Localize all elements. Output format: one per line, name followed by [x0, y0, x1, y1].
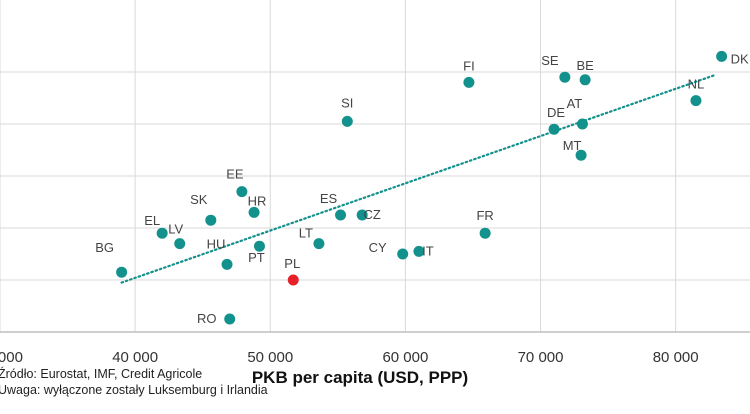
point-dk [716, 50, 728, 62]
point-label-cy: CY [369, 240, 387, 255]
exclusion-note: Uwaga: wyłączone zostały Luksemburg i Ir… [0, 383, 268, 397]
point-nl [690, 95, 702, 107]
point-mt [575, 149, 587, 161]
x-tick-label: 50 000 [247, 349, 293, 366]
point-lv [174, 238, 186, 250]
point-se [559, 71, 571, 83]
x-tick-label: 70 000 [518, 349, 564, 366]
point-label-lt: LT [299, 226, 313, 241]
point-it [413, 245, 425, 257]
point-ee [236, 186, 248, 198]
point-label-fi: FI [463, 58, 475, 73]
point-label-de: DE [547, 105, 565, 120]
x-tick-layer: 30 000 40 000 50 000 60 000 70 000 80 000 [0, 349, 699, 366]
point-label-hu: HU [207, 236, 226, 251]
trend-layer [120, 73, 718, 284]
point-be [579, 74, 591, 86]
point-label-sk: SK [190, 192, 208, 207]
point-es [335, 209, 347, 221]
x-tick-label: 80 000 [653, 349, 699, 366]
point-el [156, 227, 168, 239]
point-label-cz: CZ [363, 207, 380, 222]
point-label-se: SE [541, 53, 559, 68]
point-fi [463, 76, 475, 88]
point-si [341, 115, 353, 127]
point-label-lv: LV [168, 222, 183, 237]
point-ro [224, 313, 236, 325]
point-at [576, 118, 588, 130]
point-fr [479, 227, 491, 239]
point-label-el: EL [144, 213, 160, 228]
point-label-it: IT [422, 243, 434, 258]
point-label-pt: PT [248, 250, 265, 265]
x-tick-label: 60 000 [382, 349, 428, 366]
point-cz [356, 209, 368, 221]
x-axis-title: PKB per capita (USD, PPP) [251, 368, 469, 387]
point-label-ro: RO [197, 311, 217, 326]
point-label-si: SI [341, 95, 353, 110]
point-pl [287, 274, 299, 286]
point-label-es: ES [320, 191, 338, 206]
trendline [120, 73, 718, 284]
point-layer [116, 50, 728, 325]
point-label-pl: PL [284, 256, 300, 271]
point-pt [253, 240, 265, 252]
point-label-mt: MT [563, 138, 582, 153]
point-label-hr: HR [248, 193, 267, 208]
point-cy [397, 248, 409, 260]
point-label-fr: FR [476, 208, 493, 223]
point-label-dk: DK [731, 51, 749, 66]
x-tick-label: 30 000 [0, 349, 23, 366]
point-de [548, 123, 560, 135]
point-hr [248, 206, 260, 218]
point-label-at: AT [567, 96, 583, 111]
point-label-bg: BG [95, 240, 114, 255]
point-label-ee: EE [226, 167, 244, 182]
grid-layer [0, 0, 750, 333]
point-label-be: BE [576, 58, 594, 73]
point-sk [205, 214, 217, 226]
point-label-nl: NL [688, 77, 705, 92]
point-lt [313, 238, 325, 250]
point-hu [221, 258, 233, 270]
x-tick-label: 40 000 [112, 349, 158, 366]
point-bg [116, 266, 128, 278]
source-note: Źródło: Eurostat, IMF, Credit Agricole [0, 367, 203, 381]
